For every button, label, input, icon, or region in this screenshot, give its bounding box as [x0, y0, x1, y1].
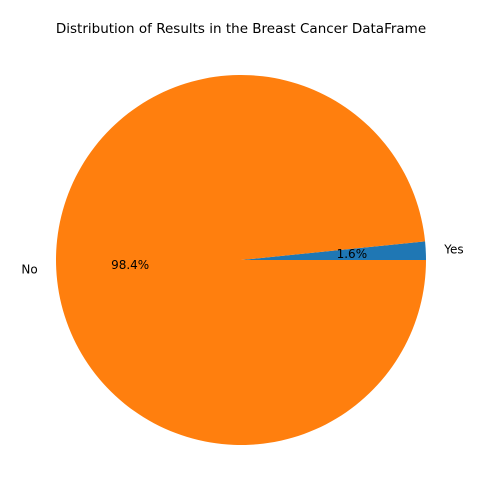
pie-slice-no	[55, 74, 426, 445]
pie-slices	[55, 74, 426, 445]
slice-label-no: No	[21, 263, 37, 277]
slice-pct-no: 98.4%	[111, 258, 149, 272]
slice-pct-yes: 1.6%	[337, 247, 368, 261]
chart-title: Distribution of Results in the Breast Ca…	[56, 21, 426, 37]
pie-labels: Yes 1.6% No 98.4%	[21, 242, 463, 276]
slice-label-yes: Yes	[443, 242, 463, 256]
pie-slice-yes	[241, 241, 426, 260]
